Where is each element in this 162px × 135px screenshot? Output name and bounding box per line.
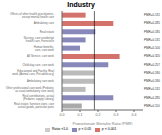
svg-text:PMR=0.100: PMR=0.100	[144, 46, 160, 50]
svg-text:0.2: 0.2	[96, 113, 101, 117]
svg-text:Nursing, care residential: Nursing, care residential	[23, 36, 54, 41]
svg-text:Offices of other health practi: Offices of other health practitioners,	[9, 11, 54, 16]
svg-text:PMR=0.131: PMR=0.131	[144, 13, 160, 17]
svg-text:health care, Forestville: health care, Forestville	[26, 39, 55, 43]
svg-text:PMR=0.285: PMR=0.285	[144, 21, 160, 25]
svg-text:(Pediatric supply Library): (Pediatric supply Library)	[23, 97, 54, 101]
svg-text:0.0: 0.0	[60, 113, 65, 117]
svg-text:PMR=0.185: PMR=0.185	[144, 30, 160, 34]
svg-text:PMR=0.180: PMR=0.180	[144, 71, 160, 75]
svg-text:PMR=0.110: PMR=0.110	[144, 104, 160, 108]
svg-text:PMR=0.131: PMR=0.131	[144, 38, 160, 42]
svg-text:care, care work: care, care work	[35, 48, 55, 52]
svg-text:0.3: 0.3	[114, 113, 119, 117]
svg-text:Other professional care work (: Other professional care work (Pediatric	[5, 85, 54, 90]
svg-text:PMR=0.257: PMR=0.257	[144, 63, 160, 67]
svg-text:Real estate: Real estate	[40, 30, 55, 34]
html-text:p < 0.05: p < 0.05	[78, 127, 92, 132]
svg-text:Ambulatory care: Ambulatory care	[34, 21, 55, 25]
svg-text:work (Animal care, Pet advocac: work (Animal care, Pet advocacy)	[12, 72, 54, 76]
svg-text:0.1: 0.1	[78, 113, 83, 117]
svg-text:PMR=0.285: PMR=0.285	[144, 96, 160, 100]
svg-text:Proportionate Mortality Ratio: Proportionate Mortality Ratio (PMR)	[72, 122, 133, 125]
svg-text:PMR=0.180: PMR=0.180	[144, 79, 160, 83]
svg-text:All Service, care work: All Service, care work	[27, 54, 54, 58]
svg-text:Ambulatory care work: Ambulatory care work	[27, 79, 55, 83]
svg-text:Human benefits,: Human benefits,	[33, 44, 54, 49]
svg-text:Child day care, care work: Child day care, care work	[22, 63, 54, 67]
svg-text:as usual ambulatory care work): as usual ambulatory care work)	[15, 89, 54, 93]
html-text:Industry: Industry	[67, 1, 95, 8]
svg-text:0.4: 0.4	[132, 113, 137, 117]
svg-text:Real contributions, actual: Real contributions, actual	[22, 94, 54, 99]
svg-text:actual goods, particular parts: actual goods, particular parts	[18, 105, 55, 109]
svg-text:Real estate, furniture store,: Real estate, furniture store, care	[14, 102, 54, 107]
svg-text:PMR=0.320: PMR=0.320	[144, 54, 160, 58]
svg-text:Educational and Facility, Real: Educational and Facility, Real	[17, 69, 54, 74]
html-text:Ratio <1.0: Ratio <1.0	[52, 127, 68, 132]
svg-text:except mental health care: except mental health care	[22, 15, 54, 19]
svg-text:PMR=0.131: PMR=0.131	[144, 87, 160, 91]
html-text:p < 0.001: p < 0.001	[101, 127, 117, 132]
